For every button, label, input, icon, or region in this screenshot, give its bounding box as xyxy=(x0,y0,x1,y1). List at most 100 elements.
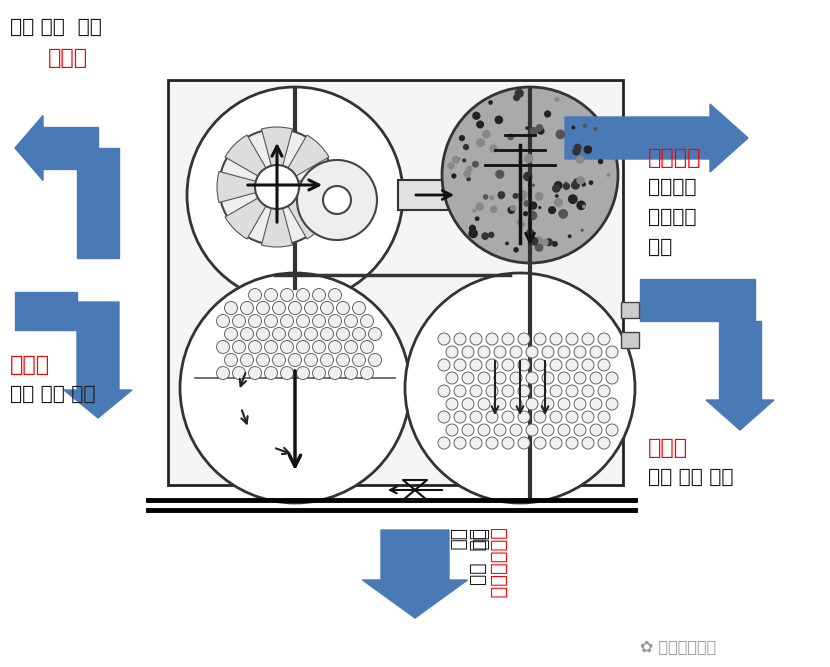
Circle shape xyxy=(478,346,490,358)
Circle shape xyxy=(576,155,584,163)
Circle shape xyxy=(582,385,594,397)
Circle shape xyxy=(502,333,514,345)
Circle shape xyxy=(296,340,310,354)
Circle shape xyxy=(538,206,541,209)
Text: ✿ 制冷空调技术: ✿ 制冷空调技术 xyxy=(640,640,716,655)
Circle shape xyxy=(241,301,253,315)
Circle shape xyxy=(369,327,382,340)
Circle shape xyxy=(544,110,551,117)
Circle shape xyxy=(545,238,553,246)
Circle shape xyxy=(446,346,458,358)
Circle shape xyxy=(558,346,570,358)
Wedge shape xyxy=(225,187,277,239)
Circle shape xyxy=(494,372,506,384)
Circle shape xyxy=(576,176,585,185)
Circle shape xyxy=(559,209,568,219)
Circle shape xyxy=(554,97,559,102)
Text: 蒸发器: 蒸发器 xyxy=(10,355,50,375)
Circle shape xyxy=(563,183,570,190)
Circle shape xyxy=(224,327,237,340)
Circle shape xyxy=(566,437,578,449)
Circle shape xyxy=(272,327,286,340)
Circle shape xyxy=(606,398,618,410)
Circle shape xyxy=(336,301,349,315)
Circle shape xyxy=(566,385,578,397)
Circle shape xyxy=(588,180,593,185)
Circle shape xyxy=(265,366,277,380)
Circle shape xyxy=(583,123,587,128)
Circle shape xyxy=(542,346,554,358)
Circle shape xyxy=(513,94,520,101)
Wedge shape xyxy=(277,171,337,203)
Circle shape xyxy=(568,234,572,238)
Circle shape xyxy=(248,340,261,354)
Circle shape xyxy=(353,354,365,366)
Circle shape xyxy=(217,340,230,354)
Text: 气体 低温 低压: 气体 低温 低压 xyxy=(10,385,95,404)
Circle shape xyxy=(516,219,522,225)
Circle shape xyxy=(574,143,582,151)
Circle shape xyxy=(566,359,578,371)
Circle shape xyxy=(454,437,466,449)
Polygon shape xyxy=(565,104,748,172)
Circle shape xyxy=(558,372,570,384)
Circle shape xyxy=(452,173,457,179)
Circle shape xyxy=(494,398,506,410)
Circle shape xyxy=(598,437,610,449)
Circle shape xyxy=(478,372,490,384)
Circle shape xyxy=(446,398,458,410)
Circle shape xyxy=(446,424,458,436)
Circle shape xyxy=(344,340,358,354)
Circle shape xyxy=(463,170,471,178)
Polygon shape xyxy=(363,530,467,618)
Circle shape xyxy=(454,385,466,397)
Circle shape xyxy=(502,437,514,449)
Circle shape xyxy=(296,289,310,301)
Circle shape xyxy=(305,301,318,315)
Circle shape xyxy=(344,315,358,327)
Polygon shape xyxy=(77,148,119,258)
Circle shape xyxy=(454,359,466,371)
Text: 液体 高温 高压: 液体 高温 高压 xyxy=(648,468,734,487)
Circle shape xyxy=(405,273,635,503)
Circle shape xyxy=(512,193,519,199)
Circle shape xyxy=(542,372,554,384)
Text: 分离: 分离 xyxy=(648,238,672,257)
Bar xyxy=(621,302,639,318)
Circle shape xyxy=(462,346,474,358)
Circle shape xyxy=(583,145,592,154)
Text: 液体  低温: 液体 低温 xyxy=(468,528,487,585)
Circle shape xyxy=(305,354,318,366)
Circle shape xyxy=(486,437,498,449)
Circle shape xyxy=(598,385,610,397)
Circle shape xyxy=(529,201,537,209)
Circle shape xyxy=(534,359,546,371)
Circle shape xyxy=(502,359,514,371)
Circle shape xyxy=(582,205,586,209)
Circle shape xyxy=(537,127,544,135)
Circle shape xyxy=(329,315,341,327)
Circle shape xyxy=(590,372,602,384)
Circle shape xyxy=(241,354,253,366)
Circle shape xyxy=(582,359,594,371)
Circle shape xyxy=(454,411,466,423)
Circle shape xyxy=(289,327,301,340)
Circle shape xyxy=(593,127,598,131)
Circle shape xyxy=(518,437,530,449)
Circle shape xyxy=(532,183,535,187)
Text: （低
压）: （低 压） xyxy=(448,528,489,550)
Circle shape xyxy=(281,315,294,327)
Circle shape xyxy=(488,231,495,238)
Circle shape xyxy=(478,398,490,410)
Circle shape xyxy=(574,346,586,358)
Circle shape xyxy=(535,124,544,131)
Text: 冷凝器: 冷凝器 xyxy=(648,438,688,458)
Circle shape xyxy=(452,156,460,164)
Circle shape xyxy=(576,201,586,210)
Circle shape xyxy=(571,181,580,189)
Circle shape xyxy=(329,340,341,354)
Circle shape xyxy=(554,181,563,190)
Circle shape xyxy=(462,372,474,384)
Circle shape xyxy=(541,239,549,246)
Bar xyxy=(168,80,623,485)
